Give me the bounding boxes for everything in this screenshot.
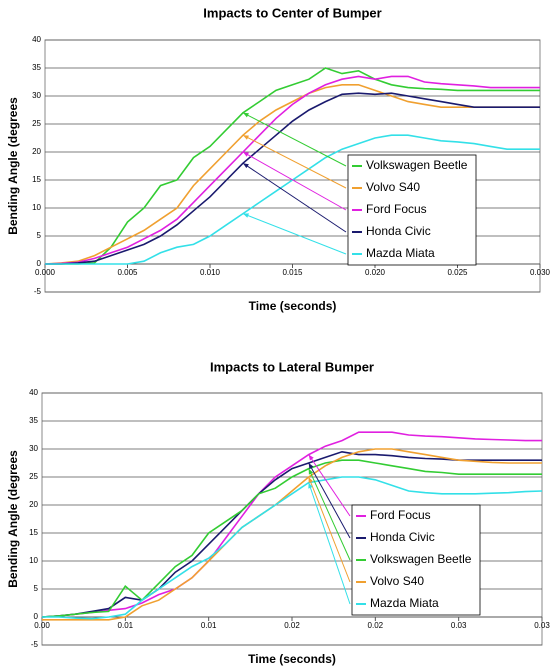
series-line <box>45 67 540 265</box>
legend-arrow <box>242 151 347 211</box>
legend-arrow <box>308 462 351 539</box>
legend-arrow <box>242 112 347 167</box>
x-tick-label: 0.005 <box>117 268 138 277</box>
x-tick-label: 0.01 <box>118 621 134 630</box>
x-axis-label: Time (seconds) <box>248 652 336 666</box>
series-line <box>44 84 540 265</box>
legend-label: Volvo S40 <box>370 574 424 588</box>
y-tick-label: -5 <box>31 640 39 649</box>
y-tick-label: 35 <box>32 63 41 72</box>
y-tick-label: 10 <box>32 203 41 212</box>
chart-title: Impacts to Center of Bumper <box>203 5 381 20</box>
x-tick-label: 0.02 <box>368 621 384 630</box>
series-line <box>42 476 543 620</box>
y-tick-label: 15 <box>29 528 38 537</box>
arrow-head <box>243 135 249 140</box>
legend-label: Honda Civic <box>370 530 435 544</box>
legend-label: Volkswagen Beetle <box>366 158 468 172</box>
y-tick-label: 30 <box>32 91 41 100</box>
x-axis-label: Time (seconds) <box>249 299 337 313</box>
legend-arrow <box>308 476 351 583</box>
legend-box <box>351 504 481 616</box>
x-tick-label: 0.020 <box>365 268 386 277</box>
legend-arrow <box>308 482 351 605</box>
series-line <box>44 75 540 265</box>
arrow-head <box>243 213 249 218</box>
y-tick-label: 15 <box>32 175 41 184</box>
legend-label: Volkswagen Beetle <box>370 552 472 566</box>
legend-label: Ford Focus <box>370 508 431 522</box>
arrow-head <box>308 454 314 461</box>
x-tick-label: 0.03 <box>534 621 550 630</box>
y-axis-label: Bending Angle (degrees <box>6 450 20 588</box>
arrow-head <box>308 463 314 469</box>
legend-label: Mazda Miata <box>366 246 435 260</box>
y-tick-label: 0 <box>34 612 39 621</box>
y-tick-label: 30 <box>29 444 38 453</box>
arrow-head <box>308 468 314 475</box>
y-tick-label: 5 <box>37 231 42 240</box>
arrow-head <box>243 112 249 118</box>
y-tick-label: 20 <box>29 500 38 509</box>
chart-title: Impacts to Lateral Bumper <box>210 359 374 374</box>
y-tick-label: 40 <box>32 35 41 44</box>
x-tick-label: 0.02 <box>284 621 300 630</box>
arrow-head <box>243 152 249 157</box>
legend-arrow <box>308 468 351 561</box>
legend-arrow <box>242 213 347 255</box>
legend-arrow <box>242 134 347 189</box>
x-tick-label: 0.010 <box>200 268 221 277</box>
y-tick-label: 0 <box>37 259 42 268</box>
arrow-head <box>308 477 313 483</box>
x-tick-label: 0.01 <box>201 621 217 630</box>
x-tick-label: 0.015 <box>282 268 303 277</box>
legend-label: Volvo S40 <box>366 180 420 194</box>
y-tick-label: 10 <box>29 556 38 565</box>
x-tick-label: 0.00 <box>34 621 50 630</box>
x-tick-label: 0.030 <box>530 268 551 277</box>
series-line <box>41 459 542 618</box>
y-axis-label: Bending Angle (degrees <box>6 97 20 235</box>
y-tick-label: 5 <box>34 584 39 593</box>
legend-label: Honda Civic <box>366 224 431 238</box>
y-tick-label: 25 <box>29 472 38 481</box>
legend-arrow <box>242 162 347 233</box>
arrow-head <box>243 163 249 169</box>
y-tick-label: 40 <box>29 388 38 397</box>
arrow-head <box>308 482 313 489</box>
y-tick-label: -5 <box>34 287 42 296</box>
legend-label: Ford Focus <box>366 202 427 216</box>
series-line <box>45 92 540 265</box>
y-tick-label: 25 <box>32 119 41 128</box>
x-tick-label: 0.000 <box>35 268 56 277</box>
series-line <box>41 431 542 618</box>
x-tick-label: 0.025 <box>447 268 468 277</box>
series-line <box>42 448 542 621</box>
legend-arrow <box>308 454 351 517</box>
legend-label: Mazda Miata <box>370 596 439 610</box>
x-tick-label: 0.03 <box>451 621 467 630</box>
legend-box <box>347 154 477 266</box>
y-tick-label: 20 <box>32 147 41 156</box>
y-tick-label: 35 <box>29 416 38 425</box>
